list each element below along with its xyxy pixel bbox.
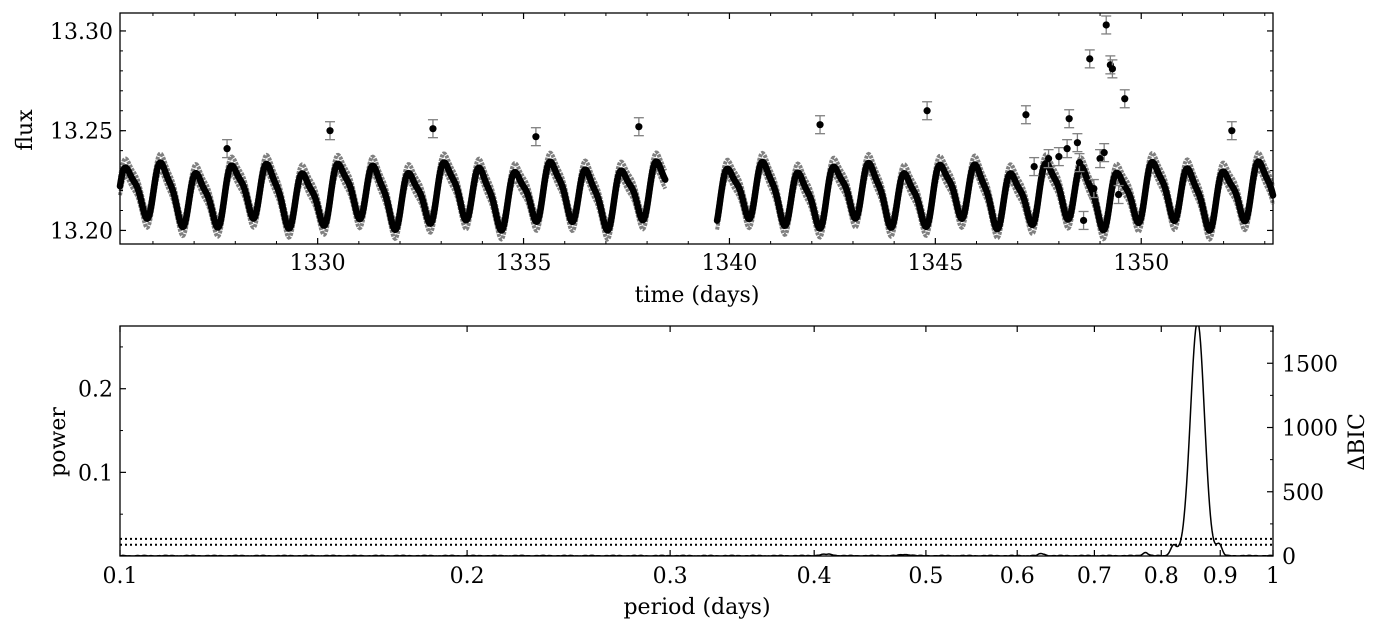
outlier-point: [816, 121, 824, 129]
outlier-point: [1022, 111, 1030, 119]
periodogram-ytick-label: 0.1: [78, 461, 113, 486]
lightcurve-xtick-label: 1345: [907, 251, 963, 276]
power-series-line: [120, 326, 1273, 556]
periodogram-frame: [119, 325, 1274, 557]
lightcurve-xtick-label: 1350: [1113, 251, 1169, 276]
lightcurve-ytick-label: 13.25: [50, 120, 113, 145]
lightcurve-data: [116, 15, 1277, 242]
periodogram-ytick-label: 0.2: [78, 378, 113, 403]
periodogram-panel: 0.1 0.2 0.3 0.4 0.5 0.6 0.7 0.8 0.9 1 0.1 0.2 0 500 10…: [46, 325, 1370, 620]
periodogram-ytick-right-label: 1500: [1282, 352, 1338, 377]
outlier-point: [532, 133, 540, 141]
periodogram-data: [120, 326, 1273, 556]
outlier-point: [1090, 184, 1098, 193]
periodogram-xtick-label: 0.3: [653, 564, 688, 589]
periodogram-xtick-label: 0.9: [1203, 564, 1238, 589]
periodogram-ticks: 0.1 0.2 0.3 0.4 0.5 0.6 0.7 0.8 0.9 1 0.1 0.2 0 500 10…: [78, 326, 1338, 589]
periodogram-xlabel: period (days): [623, 595, 770, 620]
lightcurve-panel: 1330 1335 1340 1345 1350 13.20 13.25 13.30 time…: [13, 12, 1277, 308]
lightcurve-xtick-label: 1340: [701, 251, 757, 276]
periodogram-xtick-label: 0.5: [908, 564, 943, 589]
outlier-point: [1096, 155, 1104, 163]
outlier-point: [635, 123, 643, 131]
lightcurve-xtick-label: 1335: [496, 251, 552, 276]
outlier-point: [1079, 216, 1088, 225]
periodogram-ylabel-right: ΔBIC: [1345, 413, 1370, 471]
periodogram-xtick-label: 0.1: [103, 564, 138, 589]
periodogram-xtick-label: 0.6: [1000, 564, 1035, 589]
periodogram-xtick-label: 0.8: [1144, 564, 1179, 589]
periodogram-ytick-right-label: 500: [1282, 481, 1324, 506]
lightcurve-frame: [119, 12, 1274, 245]
periodogram-ylabel: power: [46, 407, 71, 477]
outlier-point: [1114, 190, 1123, 199]
outlier-point: [429, 125, 437, 133]
periodogram-xtick-label: 0.4: [797, 564, 832, 589]
lightcurve-ylabel: flux: [13, 109, 38, 151]
outlier-point: [1055, 153, 1063, 161]
outlier-point: [1108, 65, 1117, 73]
errorbar-cap-band-upper: [715, 150, 1275, 224]
lightcurve-xtick-label: 1330: [290, 251, 346, 276]
outlier-point: [1121, 95, 1129, 103]
outlier-point: [1075, 159, 1084, 167]
outlier-point: [1086, 55, 1094, 63]
outlier-point: [326, 127, 334, 135]
periodogram-ytick-right-label: 0: [1282, 545, 1296, 570]
periodogram-xtick-label: 1: [1266, 564, 1280, 589]
lightcurve-ytick-label: 13.30: [50, 20, 113, 45]
periodogram-xtick-label: 0.7: [1077, 564, 1112, 589]
outlier-point: [1073, 139, 1082, 147]
lightcurve-series-segment: [713, 158, 1277, 234]
outlier-point: [1044, 155, 1053, 163]
periodogram-xtick-label: 0.2: [450, 564, 485, 589]
outlier-point: [223, 145, 231, 153]
outlier-point: [1228, 127, 1236, 135]
outlier-point: [1030, 163, 1038, 171]
outlier-point: [1065, 115, 1073, 123]
lightcurve-ytick-label: 13.20: [50, 219, 113, 244]
outlier-point: [1063, 145, 1071, 153]
lightcurve-xlabel: time (days): [635, 283, 760, 308]
outlier-point: [1102, 21, 1110, 29]
outlier-point: [1100, 149, 1108, 157]
outlier-point: [923, 107, 931, 115]
lightcurve-series-segment: [116, 158, 669, 234]
periodogram-ytick-right-label: 1000: [1282, 417, 1338, 442]
